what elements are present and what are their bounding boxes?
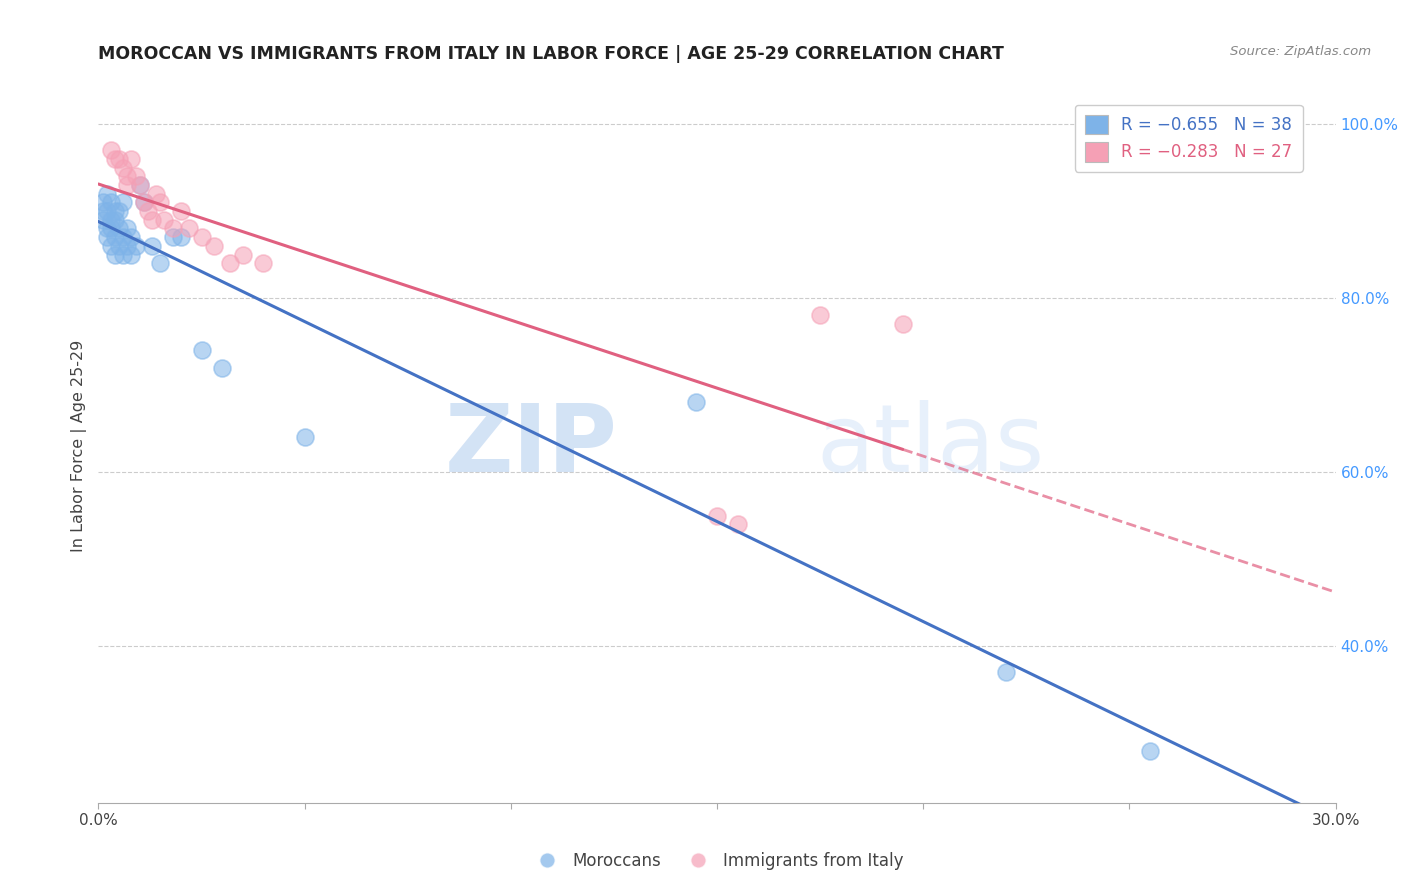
Point xyxy=(153,212,176,227)
Point xyxy=(1139,743,1161,757)
Point xyxy=(808,309,831,323)
Point xyxy=(727,517,749,532)
Point xyxy=(124,169,146,184)
Point xyxy=(100,212,122,227)
Point xyxy=(112,247,135,261)
Point xyxy=(104,152,127,166)
Point xyxy=(117,169,139,184)
Point xyxy=(108,204,131,219)
Point xyxy=(117,239,139,253)
Point xyxy=(179,221,201,235)
Point xyxy=(219,256,242,270)
Point xyxy=(120,247,142,261)
Point xyxy=(91,204,114,219)
Point xyxy=(124,239,146,253)
Point xyxy=(100,143,122,157)
Point xyxy=(162,230,184,244)
Point xyxy=(132,195,155,210)
Point xyxy=(108,221,131,235)
Point xyxy=(104,212,127,227)
Point xyxy=(96,204,118,219)
Legend: Moroccans, Immigrants from Italy: Moroccans, Immigrants from Italy xyxy=(524,846,910,877)
Point xyxy=(104,230,127,244)
Point xyxy=(100,195,122,210)
Point xyxy=(96,221,118,235)
Point xyxy=(141,239,163,253)
Point xyxy=(202,239,225,253)
Point xyxy=(149,195,172,210)
Point xyxy=(108,239,131,253)
Point xyxy=(100,239,122,253)
Point xyxy=(91,212,114,227)
Point xyxy=(128,178,150,192)
Text: MOROCCAN VS IMMIGRANTS FROM ITALY IN LABOR FORCE | AGE 25-29 CORRELATION CHART: MOROCCAN VS IMMIGRANTS FROM ITALY IN LAB… xyxy=(98,45,1004,62)
Point xyxy=(108,152,131,166)
Point xyxy=(252,256,274,270)
Point xyxy=(685,395,707,409)
Point xyxy=(232,247,254,261)
Point xyxy=(891,317,914,331)
Point xyxy=(136,204,159,219)
Point xyxy=(170,230,193,244)
Point xyxy=(104,247,127,261)
Point xyxy=(294,430,316,444)
Point xyxy=(117,221,139,235)
Point xyxy=(96,230,118,244)
Point xyxy=(994,665,1017,680)
Point xyxy=(132,195,155,210)
Point xyxy=(128,178,150,192)
Point xyxy=(117,178,139,192)
Point xyxy=(170,204,193,219)
Point xyxy=(120,152,142,166)
Point xyxy=(96,186,118,201)
Point xyxy=(141,212,163,227)
Point xyxy=(190,343,212,358)
Point xyxy=(190,230,212,244)
Point xyxy=(104,204,127,219)
Point xyxy=(100,221,122,235)
Point xyxy=(145,186,167,201)
Text: ZIP: ZIP xyxy=(446,400,619,492)
Text: Source: ZipAtlas.com: Source: ZipAtlas.com xyxy=(1230,45,1371,58)
Point xyxy=(91,195,114,210)
Point xyxy=(149,256,172,270)
Point xyxy=(112,195,135,210)
Text: atlas: atlas xyxy=(815,400,1045,492)
Point xyxy=(120,230,142,244)
Point xyxy=(112,161,135,175)
Point xyxy=(706,508,728,523)
Y-axis label: In Labor Force | Age 25-29: In Labor Force | Age 25-29 xyxy=(72,340,87,552)
Point xyxy=(211,360,233,375)
Point xyxy=(162,221,184,235)
Point xyxy=(112,230,135,244)
